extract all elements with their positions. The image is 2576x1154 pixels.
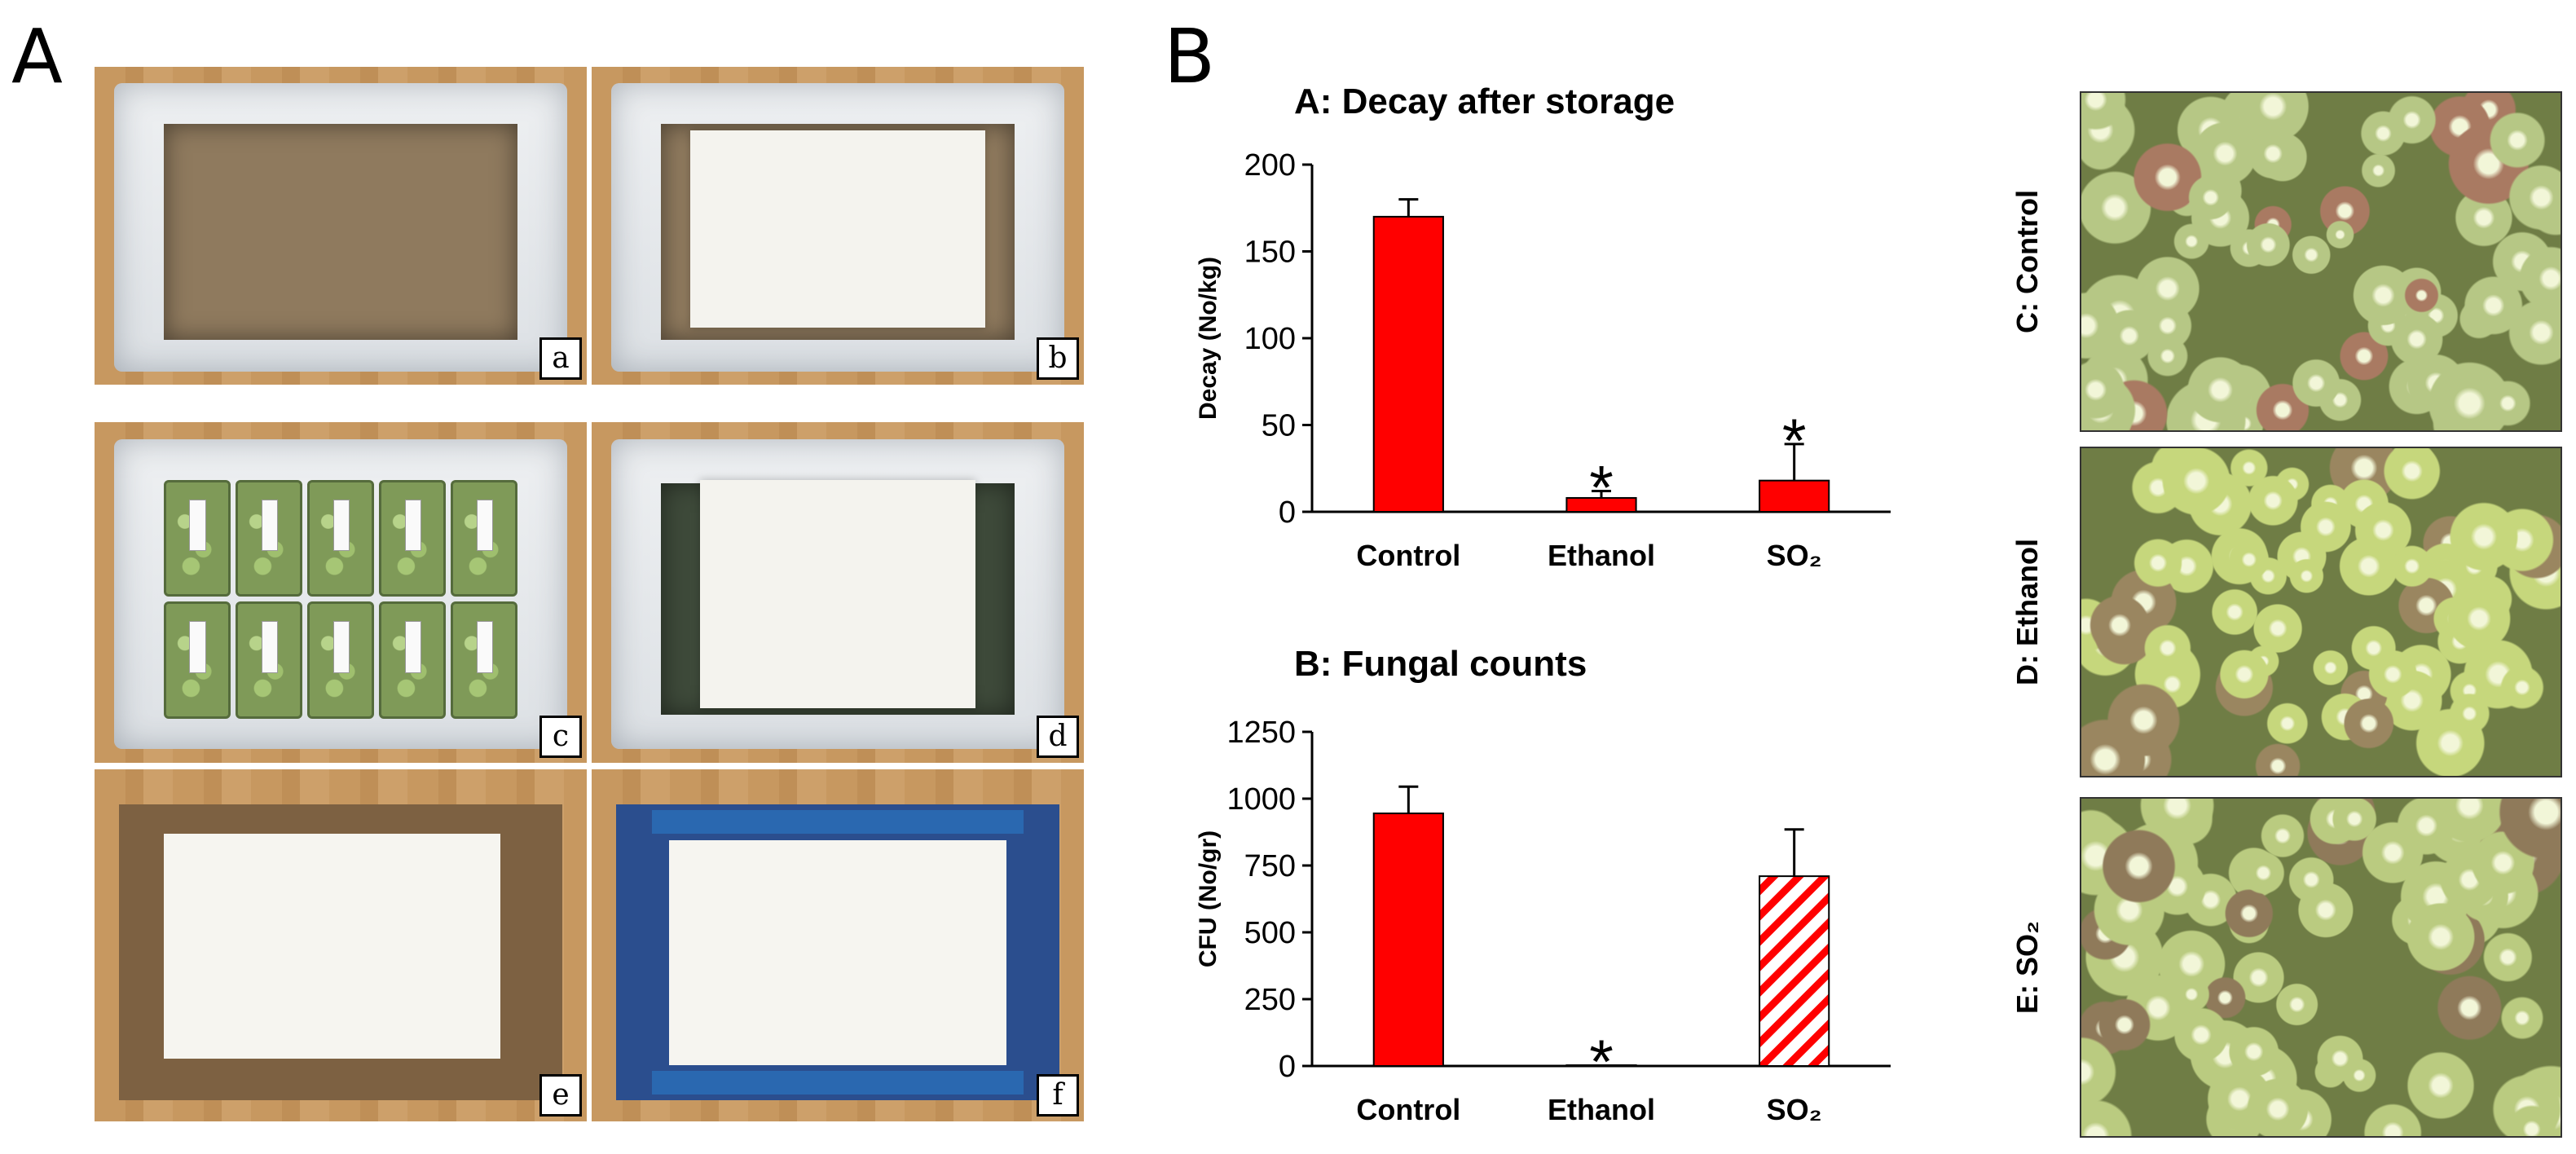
box-interior	[163, 124, 518, 341]
bar	[1759, 875, 1830, 1067]
clamshell-grid	[163, 480, 518, 719]
absorbent-pad	[699, 480, 976, 709]
photo-f-lid-branded: f	[592, 769, 1084, 1121]
photo-tag: a	[539, 337, 582, 380]
y-tick-label: 1250	[1226, 716, 1296, 750]
photo-tag: b	[1037, 337, 1079, 380]
bar	[1372, 813, 1444, 1067]
panel-letter-a: A	[11, 13, 63, 100]
clamshell	[306, 601, 375, 719]
clamshell	[379, 601, 447, 719]
photo-b-pad: b	[592, 67, 1084, 385]
grape-texture	[2081, 93, 2561, 430]
carton-box	[119, 804, 562, 1101]
grape-texture	[2081, 799, 2561, 1136]
chart-b-title: B: Fungal counts	[1294, 644, 1587, 684]
grape-photo-so2	[2080, 797, 2562, 1138]
grape-label-control: C: Control	[2010, 190, 2044, 333]
y-tick-label: 200	[1244, 148, 1296, 183]
absorbent-pad	[689, 130, 986, 328]
y-axis-label: Decay (No/kg)	[1195, 257, 1222, 420]
grape-texture	[2081, 448, 2561, 776]
grape-label-ethanol: D: Ethanol	[2010, 539, 2044, 685]
grape-label-so2: E: SO₂	[2010, 921, 2044, 1015]
clamshell	[235, 480, 302, 597]
chart-a: Decay (No/kg) 0 50 100 150 200 Control * Ethanol…	[1195, 148, 1891, 572]
grape-photo-control	[2080, 91, 2562, 432]
y-tick-label: 150	[1244, 236, 1296, 270]
x-tick-label: Ethanol	[1548, 539, 1655, 572]
photo-tag: f	[1037, 1074, 1079, 1117]
photo-c-grapes: c	[95, 422, 587, 763]
photo-a-box-liner: a	[95, 67, 587, 385]
x-tick-label: SO₂	[1767, 1093, 1822, 1126]
panel-letter-b: B	[1164, 13, 1216, 100]
x-tick-label: Control	[1356, 539, 1460, 572]
y-tick-label: 250	[1244, 983, 1296, 1017]
photo-tag: e	[539, 1074, 582, 1117]
carton-stripe-bottom	[651, 1070, 1024, 1095]
photo-e-lid-open: e	[95, 769, 587, 1121]
clamshell	[235, 601, 302, 719]
bar	[1565, 1064, 1637, 1068]
y-tick-label: 100	[1244, 322, 1296, 356]
y-tick-label: 50	[1262, 409, 1296, 443]
clamshell	[163, 601, 231, 719]
y-tick-label: 750	[1244, 849, 1296, 883]
y-tick-label: 0	[1279, 1050, 1296, 1084]
significance-mark: *	[1589, 1028, 1614, 1097]
x-tick-label: Control	[1356, 1093, 1460, 1126]
branded-carton	[616, 804, 1059, 1101]
clamshell	[451, 480, 518, 597]
clamshell	[163, 480, 231, 597]
x-tick-label: SO₂	[1767, 539, 1822, 572]
absorbent-pad	[163, 834, 500, 1059]
clamshell	[306, 480, 375, 597]
grape-photo-ethanol	[2080, 447, 2562, 777]
y-axis-label: CFU (No/gr)	[1195, 830, 1222, 967]
bar	[1372, 215, 1444, 513]
chart-a-title: A: Decay after storage	[1294, 81, 1676, 121]
x-tick-label: Ethanol	[1548, 1093, 1655, 1126]
photo-tag: d	[1037, 716, 1079, 758]
y-tick-label: 1000	[1226, 782, 1296, 817]
clamshell	[451, 601, 518, 719]
y-tick-label: 0	[1279, 496, 1296, 530]
y-tick-label: 500	[1244, 916, 1296, 950]
carton-stripe-top	[651, 810, 1024, 835]
clamshell	[379, 480, 447, 597]
significance-mark: *	[1782, 407, 1807, 476]
significance-mark: *	[1589, 453, 1614, 522]
bar	[1759, 479, 1830, 513]
chart-b: CFU (No/gr) 0 250 500 750 1000 1250 Control *Eth…	[1195, 716, 1891, 1126]
photo-d-pad-over-grapes: d	[592, 422, 1084, 763]
absorbent-pad	[669, 839, 1006, 1065]
photo-tag: c	[539, 716, 582, 758]
